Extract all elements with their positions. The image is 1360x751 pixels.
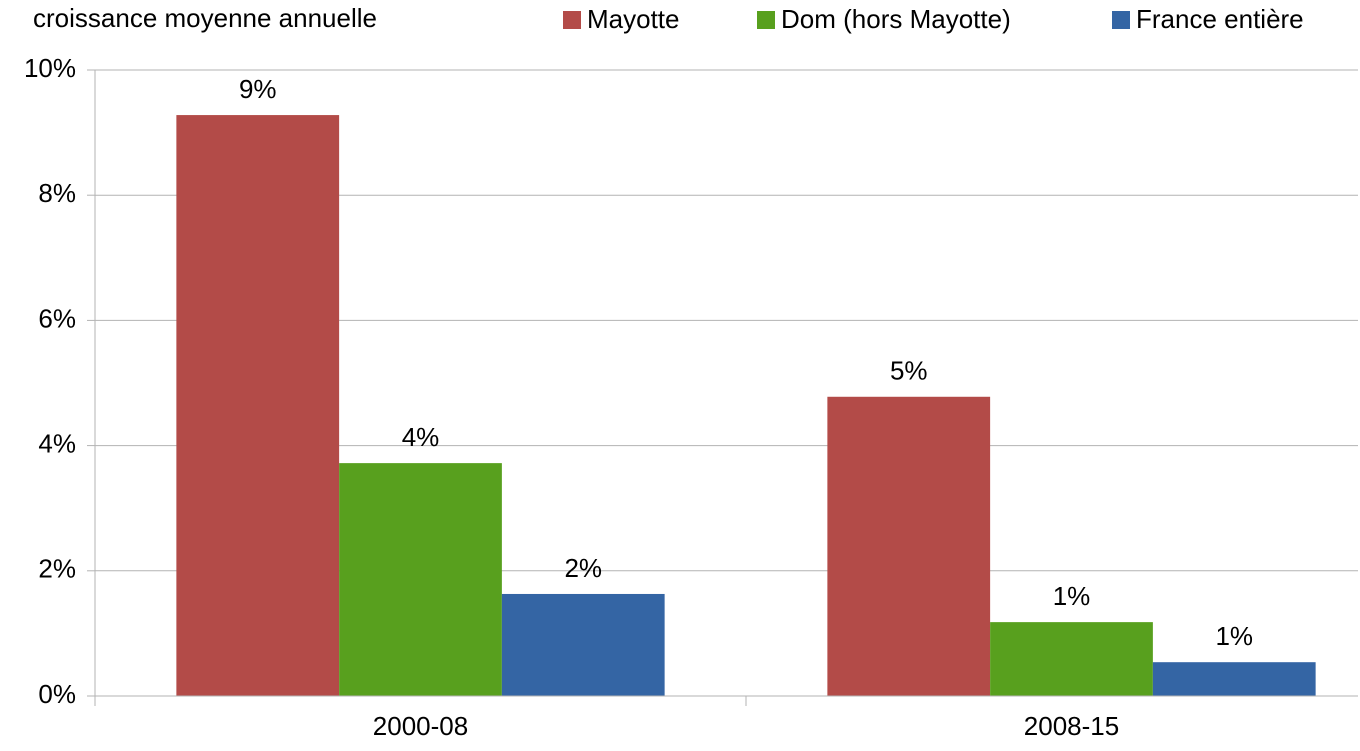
bar — [501, 593, 665, 696]
x-tick-label: 2000-08 — [373, 711, 468, 741]
legend-label: Mayotte — [587, 4, 680, 34]
bar — [827, 396, 991, 696]
legend-swatch — [563, 11, 581, 29]
value-label: 1% — [1215, 621, 1253, 651]
value-label: 1% — [1053, 581, 1091, 611]
y-tick-label: 6% — [38, 303, 76, 333]
y-tick-label: 4% — [38, 428, 76, 458]
y-tick-label: 0% — [38, 679, 76, 709]
y-tick-label: 10% — [24, 53, 76, 83]
axis-title: croissance moyenne annuelle — [33, 3, 377, 33]
bar — [339, 463, 502, 696]
legend-swatch — [757, 11, 775, 29]
value-label: 9% — [239, 74, 277, 104]
value-label: 4% — [402, 422, 440, 452]
y-tick-label: 8% — [38, 178, 76, 208]
value-label: 2% — [564, 553, 602, 583]
bar — [1152, 662, 1316, 696]
y-tick-label: 2% — [38, 554, 76, 584]
legend-swatch — [1112, 11, 1130, 29]
bar — [990, 622, 1153, 696]
legend-label: Dom (hors Mayotte) — [781, 4, 1011, 34]
bar — [176, 115, 340, 696]
legend-label: France entière — [1136, 4, 1304, 34]
x-tick-label: 2008-15 — [1024, 711, 1119, 741]
value-label: 5% — [890, 356, 928, 386]
